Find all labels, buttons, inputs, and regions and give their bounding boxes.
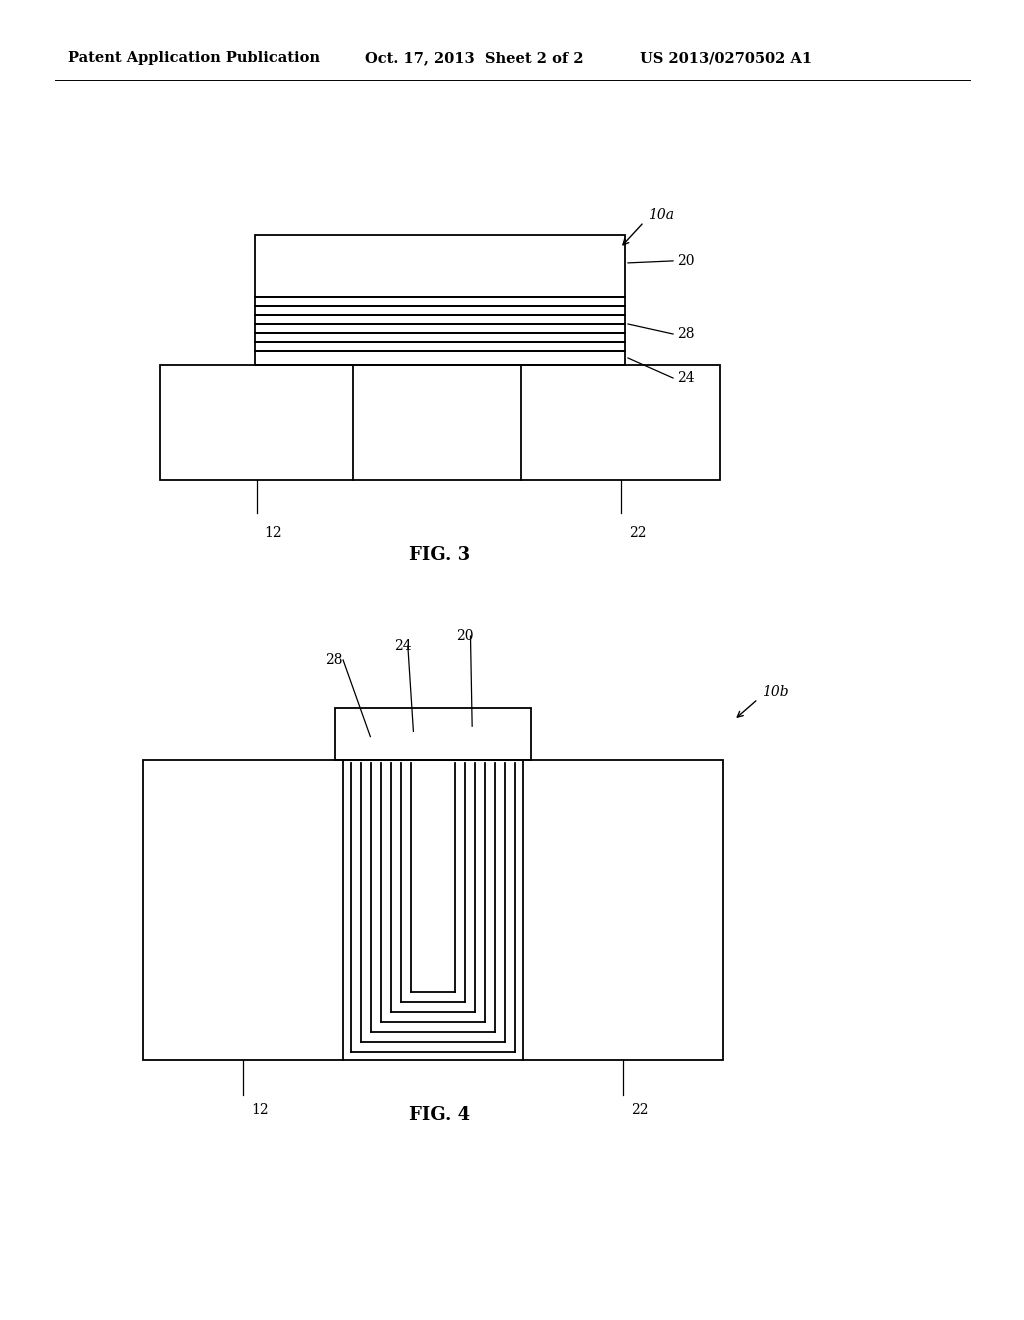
- Text: 10b: 10b: [762, 685, 788, 700]
- Text: 24: 24: [677, 371, 694, 385]
- Text: FIG. 4: FIG. 4: [410, 1106, 471, 1125]
- Bar: [255, 333, 625, 342]
- Text: 22: 22: [631, 1104, 648, 1117]
- Text: FIG. 3: FIG. 3: [410, 546, 471, 564]
- Bar: [255, 297, 625, 306]
- Bar: [255, 235, 625, 297]
- Text: US 2013/0270502 A1: US 2013/0270502 A1: [640, 51, 812, 65]
- Bar: [255, 323, 625, 333]
- Text: 28: 28: [325, 653, 343, 667]
- Bar: [255, 351, 625, 366]
- Bar: [255, 342, 625, 351]
- Text: 10a: 10a: [648, 209, 674, 222]
- Text: 24: 24: [394, 639, 412, 653]
- Bar: [255, 315, 625, 323]
- Text: 12: 12: [251, 1104, 268, 1117]
- Bar: [160, 366, 720, 480]
- Text: Oct. 17, 2013  Sheet 2 of 2: Oct. 17, 2013 Sheet 2 of 2: [365, 51, 584, 65]
- Bar: [335, 708, 530, 760]
- Text: 22: 22: [629, 525, 646, 540]
- Text: Patent Application Publication: Patent Application Publication: [68, 51, 319, 65]
- Bar: [143, 760, 723, 1060]
- Text: 20: 20: [457, 630, 474, 643]
- Bar: [255, 306, 625, 315]
- Text: 12: 12: [264, 525, 283, 540]
- Text: 28: 28: [677, 327, 694, 341]
- Text: 20: 20: [677, 253, 694, 268]
